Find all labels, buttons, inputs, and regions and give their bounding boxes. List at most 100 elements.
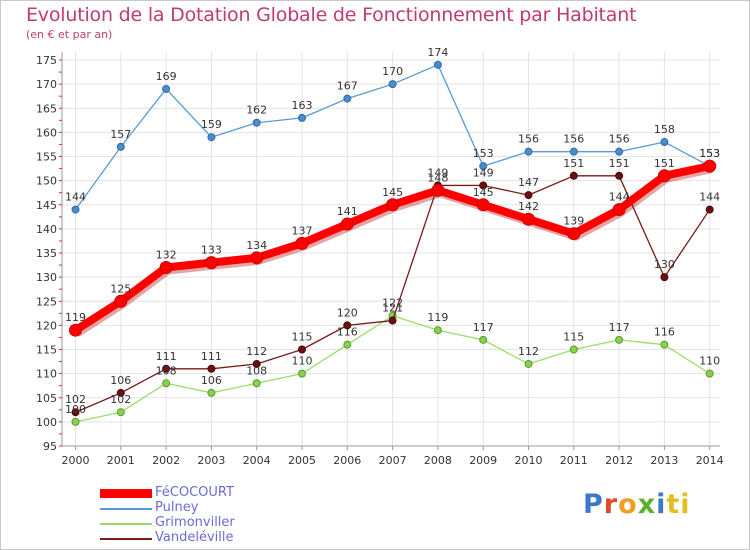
data-point [116,388,125,397]
y-tick-label: 115 [36,344,57,357]
x-tick-label: 2007 [379,454,407,467]
data-label: 133 [201,244,222,257]
data-label: 108 [246,364,267,377]
data-point [71,408,80,417]
data-label: 156 [609,133,630,146]
data-label: 167 [337,80,358,93]
data-label: 158 [654,123,675,136]
data-point [569,147,578,156]
data-label: 149 [427,166,448,179]
data-point [660,340,669,349]
data-label: 142 [518,200,539,213]
data-point [612,203,626,217]
data-point [343,94,352,103]
chart-subtitle: (en € et par an) [26,28,113,41]
data-label: 119 [427,311,448,324]
data-point [569,345,578,354]
data-label: 151 [609,157,630,170]
data-point [162,84,171,93]
data-label: 119 [65,311,86,324]
data-point [295,236,309,250]
y-tick-label: 95 [43,440,57,453]
data-label: 121 [382,302,403,315]
legend-swatch [100,538,152,540]
data-label: 125 [110,282,131,295]
data-point [207,364,216,373]
grid-lines [62,52,720,447]
y-tick-label: 160 [36,126,57,139]
x-tick-label: 2004 [243,454,271,467]
data-point [207,133,216,142]
data-point [703,159,717,173]
data-label: 111 [156,350,177,363]
data-point [657,169,671,183]
data-point [388,80,397,89]
data-point [524,191,533,200]
data-point [522,212,535,226]
data-point [252,379,261,388]
data-point [71,417,80,426]
data-label: 117 [473,321,494,334]
x-tick-label: 2006 [333,454,361,467]
data-label: 100 [65,403,86,416]
data-label: 157 [110,128,131,141]
data-point [479,181,488,190]
x-tick-label: 2011 [560,454,588,467]
data-label: 148 [427,171,448,184]
data-point [207,388,216,397]
data-label: 156 [563,133,584,146]
x-tick-label: 2000 [62,454,90,467]
data-label: 139 [563,215,584,228]
legend-swatch [100,523,152,525]
data-point [252,118,261,127]
data-point [298,345,306,354]
y-tick-label: 175 [36,54,57,67]
data-label: 134 [246,239,267,252]
data-point [660,138,669,147]
x-tick-label: 2001 [107,454,135,467]
legend-label: Pulney [155,500,199,515]
data-point [159,260,173,274]
y-tick-label: 135 [36,247,57,260]
x-tick-label: 2014 [696,454,724,467]
proxiti-logo: Proxiti [583,489,691,520]
data-point [252,359,261,368]
data-label: 115 [292,331,313,344]
y-tick-label: 170 [36,78,57,91]
data-point [705,369,714,378]
legend-swatch [100,508,152,510]
x-tick-label: 2013 [650,454,678,467]
data-point [340,217,354,231]
data-label: 151 [563,157,584,170]
data-label: 144 [65,191,86,204]
y-tick-label: 165 [36,102,57,115]
data-point [431,183,445,197]
data-point [162,364,171,373]
data-point [660,273,669,282]
data-label: 144 [609,191,630,204]
data-point [162,379,171,388]
y-tick-label: 140 [36,223,57,236]
y-tick-label: 105 [36,392,57,405]
data-point [343,340,352,349]
y-tick-label: 125 [36,295,57,308]
data-label: 149 [473,166,494,179]
y-tick-label: 130 [36,271,57,284]
data-label: 102 [110,393,131,406]
data-label: 122 [382,297,403,310]
x-tick-label: 2012 [605,454,633,467]
data-point [524,359,533,368]
data-label: 145 [382,186,403,199]
data-label: 145 [473,186,494,199]
legend-label: Grimonviller [155,515,235,530]
data-point [524,147,533,156]
data-point [298,113,306,122]
data-point [569,171,578,180]
axes: 95 100 105 110 115 120 125 130 135 140 145 150 155 16… [36,52,724,467]
data-label: 162 [246,104,267,117]
chart-title: Evolution de la Dotation Globale de Fonc… [26,4,637,26]
data-point [479,162,488,171]
data-point [116,142,125,151]
y-tick-label: 110 [36,368,57,381]
